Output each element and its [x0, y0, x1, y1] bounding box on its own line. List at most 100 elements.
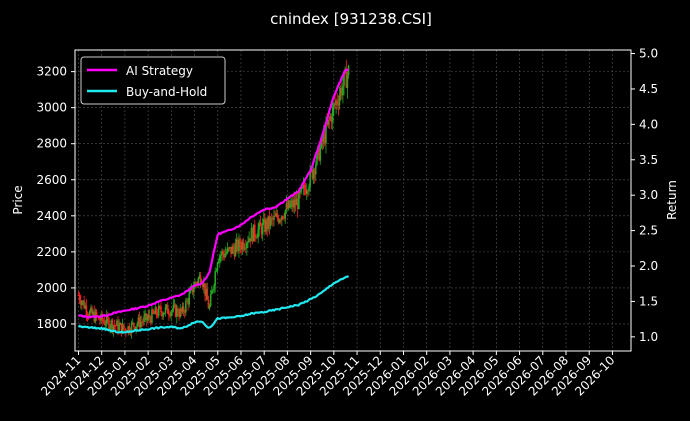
candle-body — [120, 323, 123, 334]
candle-body — [133, 322, 135, 327]
candle-body — [288, 200, 291, 208]
candle-body — [265, 220, 267, 232]
candle-body — [299, 191, 301, 193]
candle-body — [121, 324, 124, 334]
candle-body — [215, 270, 218, 272]
candle-body — [258, 221, 261, 230]
candle-body — [182, 306, 185, 313]
candle-body — [119, 323, 122, 325]
candle-body — [253, 224, 256, 237]
candle-body — [110, 320, 113, 327]
candle-body — [246, 242, 248, 249]
y-tick-label: 3200 — [36, 65, 67, 79]
candle-body — [257, 229, 259, 238]
candle-body — [235, 239, 238, 245]
candle-body — [174, 304, 177, 317]
candle-body — [338, 95, 341, 106]
candle-body — [196, 282, 198, 284]
candle-body — [83, 300, 85, 309]
candle-body — [150, 318, 152, 323]
y2-tick-label: 1.0 — [639, 330, 658, 344]
candle-body — [165, 304, 168, 308]
candle-body — [142, 321, 144, 323]
candle-body — [191, 285, 194, 293]
candle-body — [220, 255, 222, 257]
candle-body — [225, 252, 228, 254]
candle-body — [222, 251, 224, 255]
candle-body — [153, 312, 155, 315]
candle-body — [217, 261, 220, 263]
candle-body — [108, 319, 110, 329]
candle-body — [336, 100, 339, 104]
candle-body — [95, 311, 98, 317]
grid — [75, 50, 631, 351]
candle-body — [340, 87, 343, 96]
y-tick-label: 2800 — [36, 137, 67, 151]
candle-body — [169, 314, 171, 317]
candle-body — [319, 147, 322, 161]
candle-body — [185, 301, 187, 313]
candle-body — [170, 311, 172, 317]
candle-body — [177, 308, 179, 315]
y-tick-label: 2200 — [36, 245, 67, 259]
candle-body — [276, 213, 279, 218]
candle-body — [241, 241, 244, 250]
candle-body — [223, 254, 226, 258]
y-axis-label: Price — [11, 185, 25, 214]
candle-body — [157, 306, 160, 316]
candle-body — [283, 218, 285, 219]
candle-body — [122, 324, 125, 329]
candle-body — [243, 247, 246, 249]
candle-body — [183, 312, 186, 313]
candle-body — [269, 217, 272, 227]
candle-body — [295, 198, 298, 206]
candle-body — [304, 189, 307, 194]
candle-body — [272, 218, 274, 220]
candle-body — [195, 282, 197, 284]
candle-body — [188, 293, 191, 305]
candle-body — [162, 314, 165, 317]
candle-body — [287, 200, 290, 209]
candle-body — [230, 247, 232, 254]
candle-body — [221, 251, 223, 256]
candle-body — [84, 305, 87, 309]
candle-body — [324, 133, 326, 144]
candle-body — [201, 283, 204, 287]
candle-body — [237, 239, 239, 251]
candle-body — [252, 224, 255, 242]
candle-body — [91, 307, 93, 315]
buy-and-hold-line — [77, 275, 350, 334]
candle-body — [143, 316, 145, 322]
candle-body — [198, 275, 201, 279]
candle-body — [187, 300, 189, 305]
candle-body — [114, 325, 117, 327]
candle-body — [264, 218, 266, 232]
candle-body — [180, 308, 183, 312]
candle-body — [179, 308, 181, 317]
candle-body — [321, 137, 324, 142]
y2-tick-label: 1.5 — [639, 294, 658, 308]
candle-body — [148, 314, 151, 319]
candle-body — [127, 326, 130, 333]
candle-body — [197, 278, 200, 284]
candle-body — [242, 241, 245, 249]
candle-body — [286, 203, 289, 209]
candle-body — [78, 295, 81, 301]
candle-body — [345, 68, 348, 88]
candle-body — [312, 169, 315, 179]
candle-body — [313, 169, 316, 175]
candle-body — [207, 299, 210, 309]
candle-body — [308, 186, 310, 192]
candle-body — [77, 295, 80, 296]
candle-body — [216, 262, 219, 271]
candle-body — [261, 223, 264, 235]
candle-body — [247, 241, 249, 243]
candle-body — [322, 133, 325, 142]
candle-body — [152, 309, 154, 313]
candle-body — [107, 315, 109, 320]
candle-body — [292, 200, 294, 208]
candle-body — [240, 246, 243, 250]
candle-body — [305, 190, 308, 194]
candle-body — [327, 119, 330, 125]
candle-body — [211, 290, 213, 295]
